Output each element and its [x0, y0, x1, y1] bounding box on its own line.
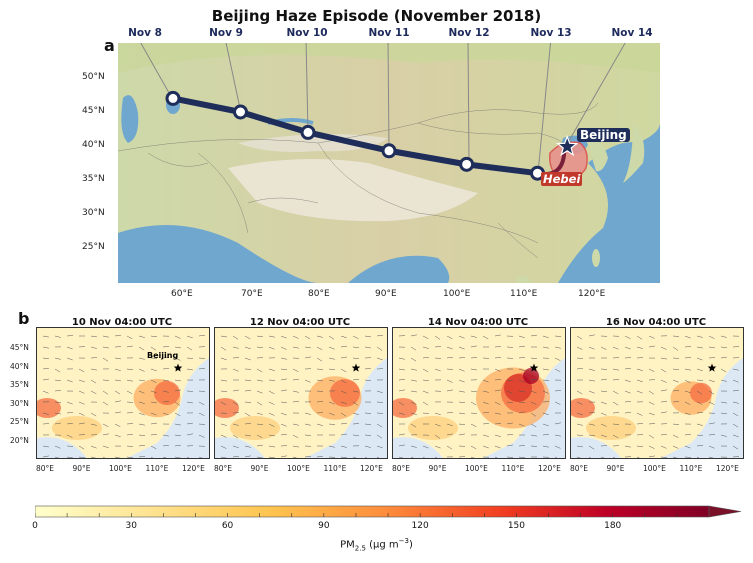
latitude-tick-small: 20°N — [10, 435, 29, 445]
longitude-tick-small: 120°E — [182, 464, 205, 473]
latitude-tick: 45°N — [82, 106, 105, 116]
longitude-tick-small: 110°E — [323, 464, 347, 473]
caspian-sea — [121, 95, 139, 143]
longitude-tick-small: 90°E — [72, 464, 91, 473]
latitude-tick: 25°N — [82, 242, 105, 252]
date-label: Nov 8 — [128, 27, 162, 39]
latitude-tick: 50°N — [82, 72, 105, 82]
colorbar-tick: 0 — [32, 521, 38, 531]
latitude-tick-small: 30°N — [10, 398, 29, 408]
trajectory-map — [118, 43, 660, 283]
map-title: 10 Nov 04:00 UTC — [71, 317, 173, 328]
longitude-tick-small: 90°E — [428, 464, 447, 473]
colorbar-tick: 60 — [221, 521, 234, 531]
trajectory-point — [300, 124, 316, 140]
panel-a-letter: a — [104, 36, 115, 55]
date-leader-lines — [140, 43, 626, 174]
longitude-tick-small: 80°E — [570, 464, 589, 473]
map-title: 16 Nov 04:00 UTC — [605, 317, 707, 328]
trajectory-line — [170, 95, 541, 177]
colorbar-tick: 90 — [318, 521, 330, 531]
longitude-tick-small: 110°E — [501, 464, 525, 473]
indian-ocean — [118, 225, 318, 283]
longitude-tick-small: 80°E — [36, 464, 55, 473]
trajectory-point — [381, 143, 397, 159]
longitude-tick: 90°E — [375, 289, 397, 299]
japan — [623, 123, 645, 183]
longitude-tick: 110°E — [510, 289, 538, 299]
steppe — [118, 43, 660, 73]
latitude-tick: 40°N — [82, 140, 105, 150]
pm25-map — [214, 327, 388, 459]
figure-title: Beijing Haze Episode (November 2018) — [211, 7, 542, 25]
longitude-tick-small: 110°E — [679, 464, 703, 473]
plateau — [228, 159, 478, 222]
latitude-tick-small: 40°N — [10, 361, 29, 371]
longitude-tick-small: 120°E — [716, 464, 739, 473]
longitude-tick-small: 100°E — [109, 464, 132, 473]
trajectory-point — [233, 104, 248, 120]
longitude-tick: 70°E — [241, 289, 263, 299]
colorbar — [35, 505, 742, 518]
map-title: 14 Nov 04:00 UTC — [427, 317, 529, 328]
date-label: Nov 11 — [368, 27, 410, 39]
colorbar-tick: 30 — [125, 521, 138, 531]
colorbar-extend-arrow — [708, 505, 742, 518]
hainan — [516, 276, 530, 283]
colorbar-tick: 180 — [604, 521, 622, 531]
latitude-tick: 30°N — [82, 208, 105, 218]
longitude-tick-small: 90°E — [250, 464, 269, 473]
longitude-tick: 120°E — [578, 289, 606, 299]
date-label: Nov 10 — [286, 27, 328, 39]
longitude-tick-small: 100°E — [465, 464, 488, 473]
colorbar-tick: 120 — [411, 521, 429, 531]
hebei-label: Hebei — [541, 172, 583, 186]
beijing-star-icon — [556, 135, 579, 157]
pm25-map — [570, 327, 744, 459]
latitude-tick-small: 25°N — [10, 417, 29, 426]
korea — [588, 138, 608, 172]
longitude-tick-small: 120°E — [360, 464, 383, 473]
longitude-tick-small: 80°E — [214, 464, 233, 473]
date-label: Nov 14 — [611, 27, 653, 39]
beijing-star-icon — [529, 363, 539, 372]
bay-of-bengal — [348, 255, 450, 283]
trajectory-point — [165, 90, 181, 106]
date-label: Nov 13 — [530, 27, 572, 39]
taiwan — [592, 249, 600, 267]
latitude-tick-small: 45°N — [10, 343, 29, 352]
mountain-range — [238, 134, 388, 152]
beijing-star-icon — [173, 363, 183, 372]
map-title: 12 Nov 04:00 UTC — [249, 317, 351, 328]
longitude-tick-small: 120°E — [538, 464, 561, 473]
country-borders — [118, 102, 599, 259]
pm25-map: Beijing — [36, 327, 210, 459]
longitude-tick-small: 110°E — [145, 464, 169, 473]
date-label: Nov 9 — [209, 27, 243, 39]
latitude-tick: 35°N — [82, 174, 105, 184]
latitude-tick-small: 35°N — [10, 380, 29, 389]
longitude-tick: 100°E — [443, 289, 471, 299]
beijing-label-small: Beijing — [147, 351, 178, 360]
trajectory-layer — [165, 90, 579, 181]
longitude-tick-small: 80°E — [392, 464, 411, 473]
longitude-tick-small: 100°E — [287, 464, 310, 473]
colorbar-tick: 150 — [507, 521, 526, 531]
beijing-star-icon — [707, 363, 717, 372]
trajectory-point — [459, 156, 475, 172]
colorbar-label: PM2.5 (μg m−3) — [340, 537, 413, 553]
longitude-tick: 80°E — [308, 289, 330, 299]
colorbar-gradient — [35, 505, 710, 518]
longitude-tick-small: 100°E — [643, 464, 666, 473]
panel-b-letter: b — [18, 309, 30, 328]
beijing-label: Beijing — [577, 128, 630, 142]
beijing-star-icon — [351, 363, 361, 372]
date-label: Nov 12 — [448, 27, 490, 39]
pm25-map — [392, 327, 566, 459]
longitude-tick: 60°E — [171, 289, 193, 299]
longitude-tick-small: 90°E — [606, 464, 625, 473]
